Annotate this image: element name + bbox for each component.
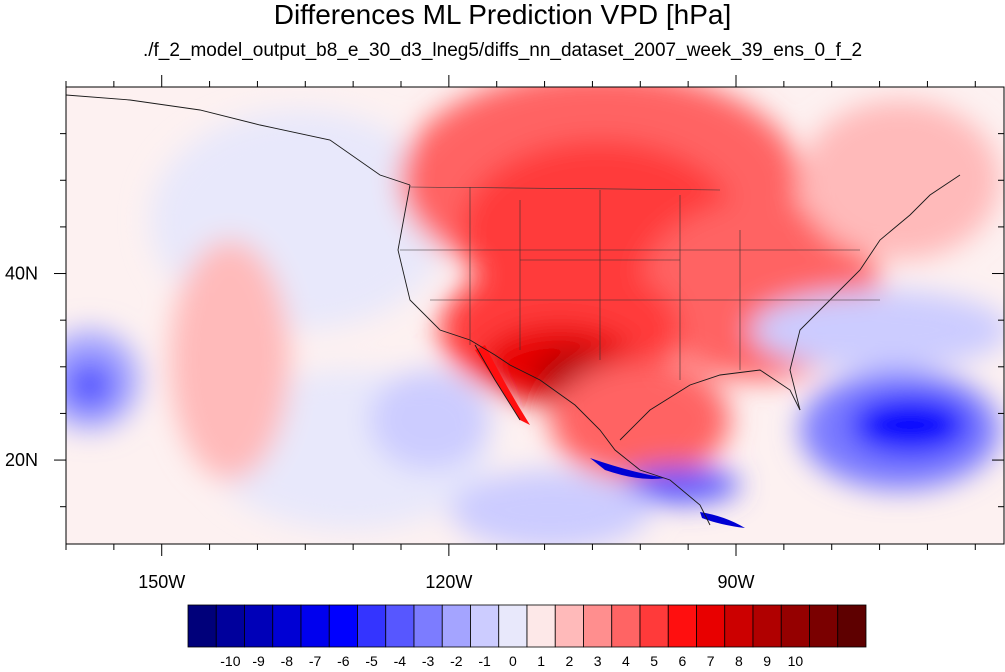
colorbar-label: -5: [365, 653, 378, 669]
baja-coast-red: [475, 345, 530, 425]
colorbar-swatch: [780, 604, 810, 648]
colorbar-label: 1: [537, 653, 545, 669]
colorbar-label: -1: [478, 653, 491, 669]
colorbar-swatch: [611, 604, 641, 648]
colorbar-swatch: [300, 604, 330, 648]
colorbar-swatch: [470, 604, 500, 648]
x-tick-label: 150W: [138, 572, 185, 592]
colorbar-labels: -10 -9 -8 -7 -6 -5 -4 -3 -2 -1 0 1 2 3 4 5 6 7 8 9 10: [220, 653, 803, 669]
colorbar-swatch: [244, 604, 274, 648]
colorbar-swatch: [696, 604, 726, 648]
map-field: [66, 87, 1004, 544]
colorbar-label: -8: [281, 653, 294, 669]
colorbar-label: 7: [707, 653, 715, 669]
west-pacific-blue-core: [66, 360, 115, 410]
northeast-pink: [800, 100, 1000, 260]
colorbar-swatch: [385, 604, 415, 648]
axis-ticks: [54, 75, 1004, 556]
atlantic-pale-blue: [750, 290, 1004, 370]
colorbar-label: -7: [309, 653, 322, 669]
colorbar-swatch: [187, 604, 217, 648]
colorbar-swatch: [272, 604, 302, 648]
colorbar-label: -9: [252, 653, 265, 669]
colorbar-label: 5: [650, 653, 658, 669]
colorbar-label: 6: [678, 653, 686, 669]
y-tick-label: 20N: [5, 450, 38, 470]
map-subtitle: ./f_2_model_output_b8_e_30_d3_lneg5/diff…: [142, 40, 863, 61]
colorbar-label: 8: [735, 653, 743, 669]
colorbar-label: -6: [337, 653, 350, 669]
colorbar-swatch: [526, 604, 556, 648]
axis-tick-labels: 150W 120W 90W 40N 20N: [5, 264, 755, 592]
colorbar-swatch: [583, 604, 613, 648]
colorbar-label: 2: [565, 653, 573, 669]
colorbar-swatch: [328, 604, 358, 648]
tropical-pacific-blue: [450, 470, 650, 544]
colorbar-swatch: [357, 604, 387, 648]
colorbar-swatch: [667, 604, 697, 648]
colorbar-label: 3: [594, 653, 602, 669]
state-borders: [400, 186, 880, 380]
central-america-blue-strip: [700, 512, 745, 528]
mexico-pacific-blue-strip: [590, 458, 665, 479]
colorbar-label: -3: [422, 653, 435, 669]
colorbar-swatch: [752, 604, 782, 648]
coastlines: [66, 94, 961, 526]
x-tick-label: 120W: [425, 572, 472, 592]
subtropical-pacific-pink: [170, 240, 290, 480]
colorbar-label: -10: [220, 653, 240, 669]
colorbar: [187, 604, 867, 648]
colorbar-label: 9: [763, 653, 771, 669]
colorbar-swatch: [724, 604, 754, 648]
atlantic-blue-core: [850, 395, 970, 455]
colorbar-swatch: [809, 604, 839, 648]
colorbar-label: 10: [788, 653, 804, 669]
colorbar-swatch: [639, 604, 669, 648]
colorbar-label: -4: [394, 653, 407, 669]
y-tick-label: 40N: [5, 264, 38, 284]
colorbar-swatch: [554, 604, 584, 648]
map-frame: [65, 86, 1005, 545]
colorbar-label: 4: [622, 653, 630, 669]
colorbar-swatch: [441, 604, 471, 648]
colorbar-swatch: [837, 604, 867, 648]
baja-offshore-blue: [370, 370, 490, 470]
colorbar-swatch: [413, 604, 443, 648]
map-title: Differences ML Prediction VPD [hPa]: [273, 0, 732, 30]
colorbar-swatch: [498, 604, 528, 648]
colorbar-swatch: [215, 604, 245, 648]
colorbar-label: -2: [450, 653, 463, 669]
colorbar-label: 0: [509, 653, 517, 669]
x-tick-label: 90W: [717, 572, 754, 592]
